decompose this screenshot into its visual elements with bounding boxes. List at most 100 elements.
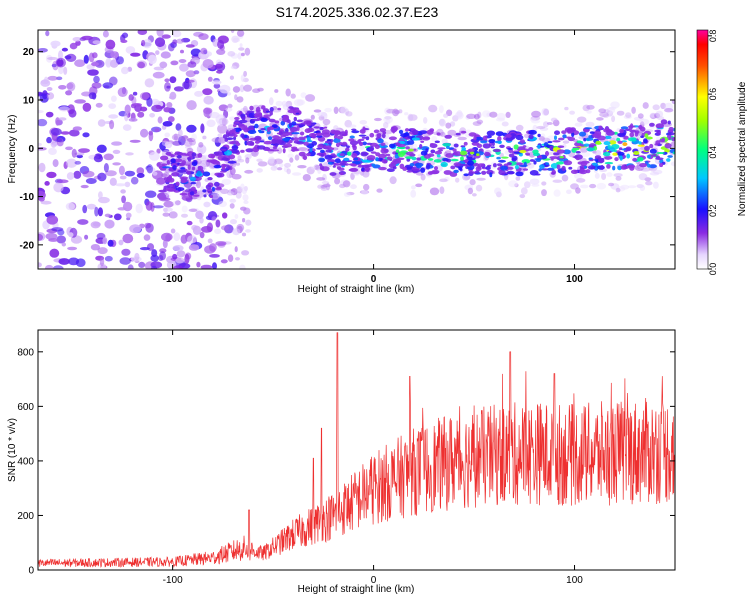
spectrogram-cell <box>543 121 549 128</box>
spectrogram-cell <box>191 161 198 167</box>
spectrogram-cell <box>56 76 63 81</box>
spectrogram-cell <box>476 177 486 181</box>
spectrogram-cell <box>519 194 526 199</box>
spectrogram-cell <box>510 136 515 140</box>
spectrogram-cell <box>549 156 558 160</box>
spectrogram-cell <box>203 194 207 198</box>
spectrogram-cell <box>369 145 375 152</box>
spectrogram-cell <box>562 134 567 139</box>
spectrogram-cell <box>50 128 62 136</box>
spectrogram-cell <box>198 33 209 40</box>
spectrogram-cell <box>196 170 202 176</box>
spectrogram-cell <box>481 170 487 175</box>
spectrogram-cell <box>227 51 236 57</box>
spectrogram-cell <box>188 244 200 251</box>
spectrogram-cell <box>46 136 52 144</box>
spectrogram-cell <box>78 148 90 154</box>
spectrogram-cell <box>245 229 251 233</box>
spectrogram-cell <box>613 149 617 153</box>
spectrogram-cell <box>645 136 653 140</box>
spectrogram-cell <box>656 152 665 154</box>
spectrogram-cell <box>664 108 674 113</box>
spectrogram-cell <box>557 137 565 141</box>
spectrogram-cell <box>436 132 441 136</box>
spectrogram-cell <box>472 193 477 197</box>
spectrogram-cell <box>291 132 300 135</box>
spectrogram-cell <box>420 140 425 143</box>
spectrogram-cell <box>580 184 589 189</box>
spectrogram-cell <box>66 172 75 180</box>
spectrogram-cell <box>282 137 291 141</box>
spectrogram-cell <box>282 114 290 121</box>
spectrogram-cell <box>351 152 358 159</box>
snr-panel: -100 0 100 0 200 400 600 800 Height of straight… <box>7 329 676 595</box>
spectrogram-cell <box>244 47 251 56</box>
spectrogram-cell <box>94 59 105 68</box>
spectrogram-cell <box>173 265 183 269</box>
spectrogram-cell <box>253 113 263 118</box>
spectrogram-cell <box>668 126 674 132</box>
spectrogram-cell <box>121 66 129 75</box>
spectrogram-cell <box>159 61 168 69</box>
spectrogram-cell <box>324 154 333 160</box>
spectrogram-cell <box>97 119 106 127</box>
chart-title: S174.2025.336.02.37.E23 <box>276 4 439 20</box>
spectrogram-cell <box>185 44 195 48</box>
y-tick-label: -10 <box>20 192 35 203</box>
spectrogram-cell <box>575 151 581 154</box>
spectrogram-cell <box>311 166 316 170</box>
spectrogram-cell <box>137 61 145 69</box>
spectrogram-cell <box>326 139 332 142</box>
spectrogram-cell <box>275 100 283 107</box>
spectrogram-cell <box>211 216 217 222</box>
spectrogram-cell <box>467 187 474 195</box>
colorbar-tick-label: 0.6 <box>708 88 718 101</box>
spectrogram-cell <box>598 125 603 131</box>
spectrogram-cell <box>336 135 344 140</box>
spectrogram-cell <box>243 105 248 113</box>
spectrogram-cell <box>102 237 108 245</box>
spectrogram-cell <box>406 140 415 145</box>
spectrogram-cell <box>588 157 593 160</box>
spectrogram-cell <box>439 178 448 183</box>
spectrogram-cell <box>268 136 273 141</box>
spectrogram-cell <box>639 118 650 125</box>
spectrogram-cell <box>98 191 103 199</box>
spectrogram-cell <box>96 144 107 153</box>
spectrogram-cell <box>205 184 212 190</box>
spectrogram-cell <box>47 56 58 61</box>
spectrogram-cell <box>396 142 401 147</box>
spectrogram-cell <box>245 219 252 226</box>
spectrogram-cell <box>277 147 283 154</box>
spectrogram-cell <box>137 30 148 35</box>
spectrogram-cell <box>340 172 344 176</box>
spectrogram-cell <box>149 113 156 118</box>
spectrogram-cell <box>598 157 605 164</box>
spectrogram-cell <box>142 39 152 49</box>
spectrogram-cell <box>490 146 495 149</box>
spectrogram-cell <box>282 148 286 154</box>
spectrogram-cell <box>74 59 86 67</box>
spectrogram-cell <box>594 155 602 160</box>
spectrogram-cell <box>173 232 181 242</box>
spectrogram-cell <box>184 253 190 264</box>
spectrogram-cell <box>655 155 661 159</box>
spectrogram-cell <box>183 153 190 156</box>
spectrogram-cell <box>482 135 488 141</box>
spectrogram-cell <box>209 111 220 119</box>
spectrogram-cell <box>320 149 325 153</box>
spectrogram-cell <box>82 204 88 214</box>
spectrogram-cell <box>247 130 257 134</box>
spectrogram-cell <box>475 184 483 192</box>
spectrogram-cell <box>409 163 415 167</box>
spectrogram-cell <box>233 134 238 138</box>
spectrogram-cell <box>485 166 491 170</box>
spectrogram-cell <box>670 141 675 148</box>
spectrogram-cell <box>68 232 74 238</box>
spectrogram-cell <box>532 149 539 155</box>
spectrogram-cell <box>84 234 89 240</box>
spectrogram-cell <box>68 129 80 137</box>
spectrogram-cell <box>203 201 211 208</box>
spectrogram-cell <box>322 118 331 126</box>
spectrogram-cell <box>161 166 171 169</box>
